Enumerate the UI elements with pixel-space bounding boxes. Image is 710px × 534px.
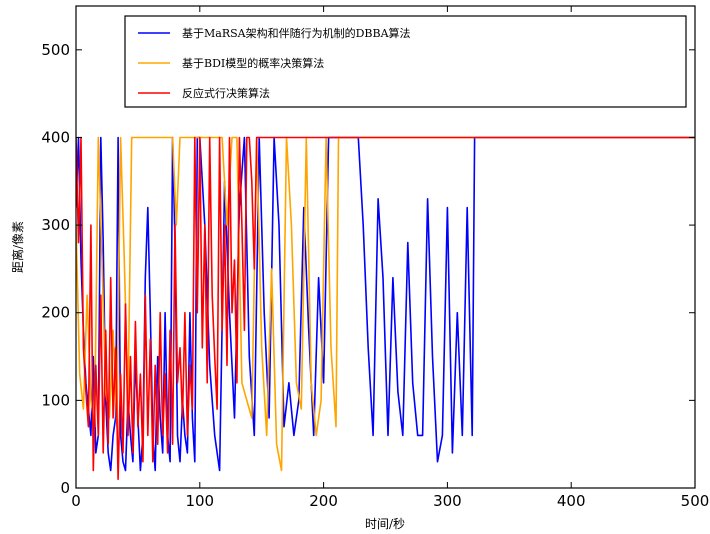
series-layer [76,136,695,481]
x-tick-label: 0 [71,492,81,510]
y-tick-label: 400 [41,128,70,146]
x-tick-label: 400 [557,492,586,510]
y-tick-label: 300 [41,216,70,234]
series-line-3 [76,136,695,481]
legend-label-1: 基于MaRSA架构和伴随行为机制的DBBA算法 [182,26,411,40]
legend-label-3: 反应式行决策算法 [182,86,270,100]
x-tick-label: 200 [309,492,338,510]
legend-label-2: 基于BDI模型的概率决策算法 [182,56,324,70]
legend: 基于MaRSA架构和伴随行为机制的DBBA算法基于BDI模型的概率决策算法反应式… [124,15,687,108]
legend-box [124,15,687,108]
y-tick-label: 200 [41,304,70,322]
x-axis-label: 时间/秒 [365,517,405,531]
y-axis-label: 距离/像素 [10,221,25,273]
x-tick-label: 100 [185,492,214,510]
y-tick-label: 500 [41,41,70,59]
y-tick-label: 0 [60,479,70,497]
x-tick-label: 300 [433,492,462,510]
x-tick-label: 500 [681,492,710,510]
ticks-layer: 0 100 200 300 400 500 0 100 200 300 400 500 [41,6,709,510]
y-tick-label: 100 [41,391,70,409]
plot-frame [75,5,696,489]
